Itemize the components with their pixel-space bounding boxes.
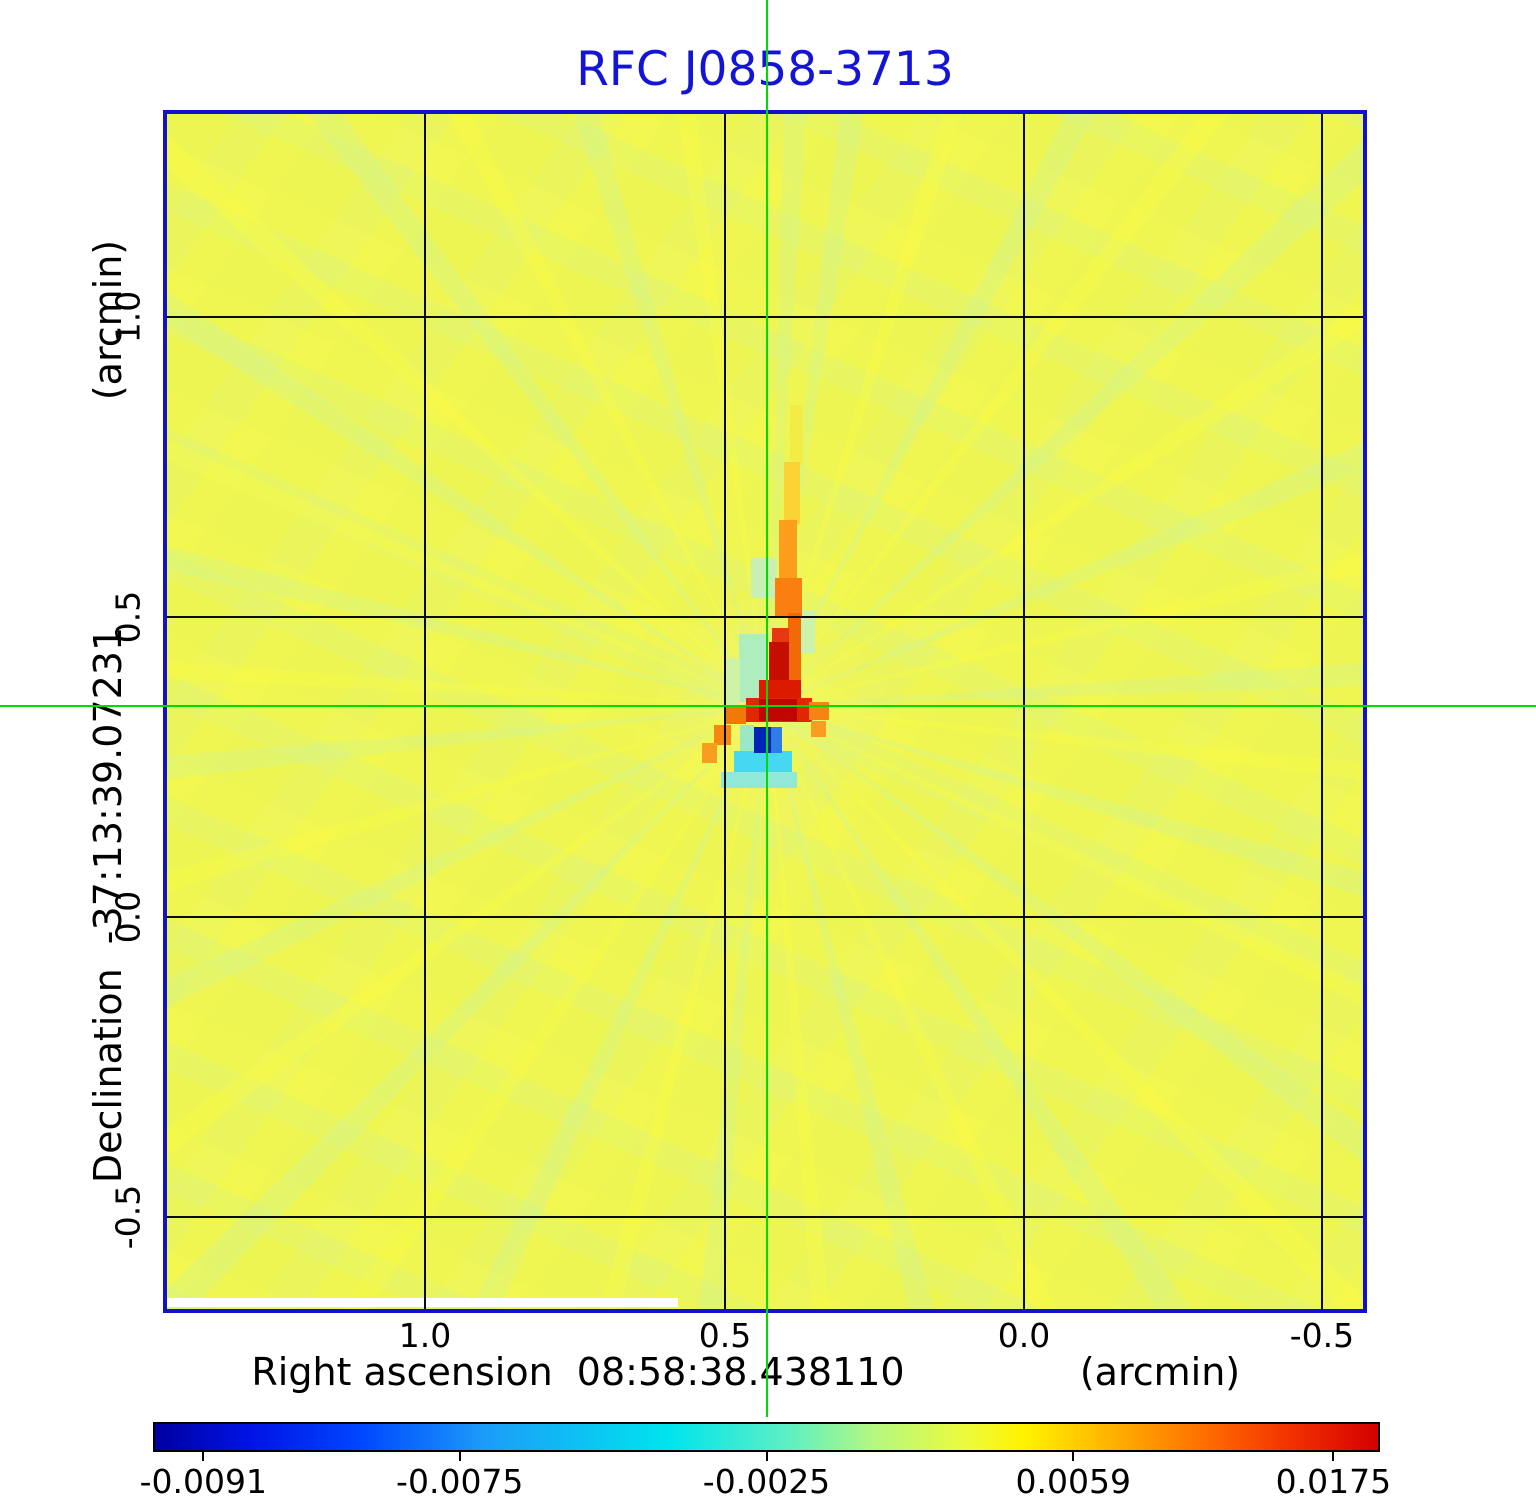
crosshair-horizontal-line [0, 704, 1536, 707]
map-pixel [790, 405, 803, 465]
map-pixel [754, 727, 771, 753]
map-area [163, 110, 1367, 1313]
map-pixel [163, 1298, 678, 1307]
map-pixel [721, 772, 797, 788]
grid-line-horizontal [163, 1216, 1367, 1218]
x-axis-label: Right ascension 08:58:38.438110 [251, 1350, 905, 1394]
grid-line-horizontal [163, 615, 1367, 618]
map-pixel [784, 462, 800, 524]
colorbar-tick-label: -0.0091 [139, 1462, 267, 1501]
x-tick-label: 0.0 [997, 1316, 1051, 1355]
map-pixel [702, 743, 717, 763]
map-pixel [759, 699, 797, 721]
y-axis-label: Declination -37:13:39.07231 [86, 626, 130, 1184]
colorbar-tick-label: -0.0075 [396, 1462, 524, 1501]
map-pixel [779, 520, 797, 582]
colorbar-tick-mark [765, 1452, 768, 1461]
colorbar-tick-mark [1072, 1452, 1075, 1461]
grid-line-horizontal [163, 316, 1367, 319]
colorbar-gradient [153, 1422, 1380, 1452]
colorbar-tick-label: -0.0025 [702, 1462, 831, 1501]
grid-line-vertical [1022, 110, 1025, 1313]
map-pixel [751, 558, 777, 598]
map-pixel [726, 658, 740, 706]
map-pixel [714, 725, 731, 745]
y-axis-unit-label: (arcmin) [86, 239, 130, 401]
x-tick-label: 1.0 [398, 1316, 452, 1355]
colorbar-tick-mark [202, 1452, 205, 1461]
x-tick-label: -0.5 [1289, 1316, 1355, 1355]
map-pixel [740, 725, 754, 753]
colorbar-tick-label: 0.0059 [1015, 1462, 1131, 1501]
map-pixel [801, 610, 815, 654]
y-tick-label: -0.5 [108, 1184, 148, 1250]
map-pixel [811, 721, 826, 737]
x-tick-label: 0.5 [698, 1316, 752, 1355]
map-pixel [788, 613, 801, 693]
map-pixel [771, 727, 782, 753]
colorbar-tick-label: 0.0175 [1275, 1462, 1392, 1501]
grid-line-vertical [724, 110, 727, 1313]
colorbar-tick-mark [458, 1452, 461, 1461]
crosshair-vertical-line [766, 0, 769, 1417]
colorbar-tick-mark [1332, 1452, 1335, 1461]
grid-line-vertical [1320, 110, 1323, 1313]
x-axis-tick-labels: 1.0 0.5 0.0 -0.5 [0, 1316, 1536, 1356]
x-axis-unit-label: (arcmin) [1079, 1350, 1241, 1394]
grid-line-vertical [423, 110, 426, 1313]
figure-title: RFC J0858-3713 [576, 42, 954, 97]
grid-line-horizontal [163, 915, 1367, 918]
map-pixel [724, 705, 746, 724]
map-pixel [775, 578, 802, 618]
